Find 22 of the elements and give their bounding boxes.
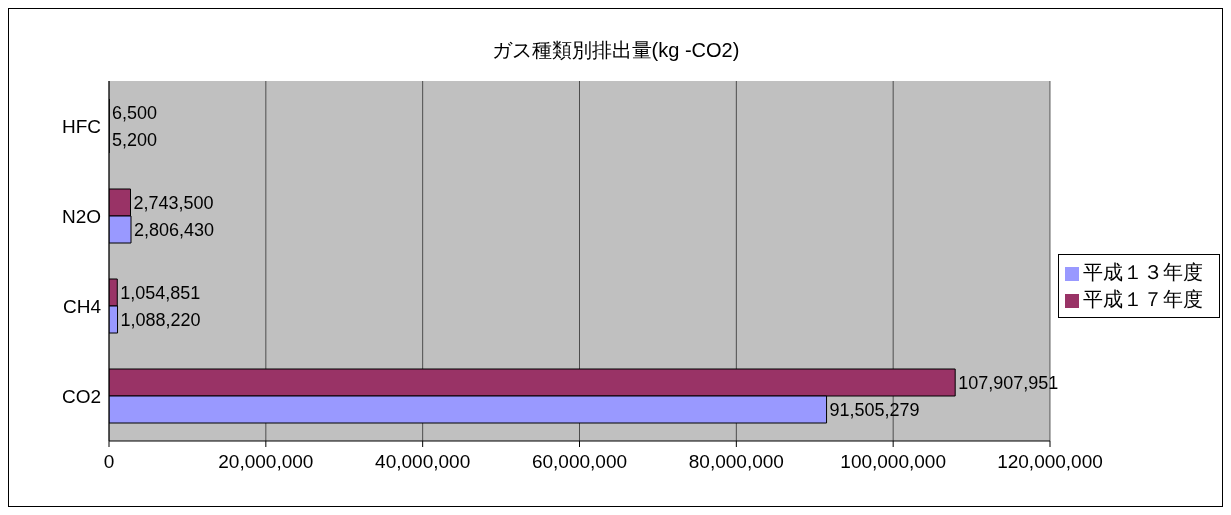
x-tick-label: 40,000,000 [375, 451, 471, 473]
x-tick-label: 120,000,000 [997, 451, 1103, 473]
data-label: 5,200 [112, 129, 158, 150]
data-label: 2,806,430 [134, 219, 215, 240]
y-tick-label: N2O [61, 205, 101, 227]
data-label: 91,505,279 [829, 399, 920, 420]
legend-label: 平成１７年度 [1083, 288, 1203, 310]
y-tick-label: CH4 [62, 295, 102, 317]
x-tick-label: 20,000,000 [218, 451, 314, 473]
x-tick-label: 0 [103, 451, 115, 473]
data-label: 107,907,951 [958, 372, 1059, 393]
y-tick-label: HFC [61, 115, 101, 137]
y-tick-label: CO2 [61, 385, 101, 407]
data-label: 1,088,220 [120, 309, 201, 330]
chart-title: ガス種類別排出量(kg -CO2) [490, 38, 741, 63]
data-label: 1,054,851 [120, 282, 201, 303]
data-label: 6,500 [112, 102, 158, 123]
data-label: 2,743,500 [133, 192, 214, 213]
x-tick-label: 100,000,000 [840, 451, 946, 473]
x-tick-label: 60,000,000 [531, 451, 628, 473]
x-tick-label: 80,000,000 [688, 451, 784, 473]
legend-label: 平成１３年度 [1083, 261, 1203, 283]
